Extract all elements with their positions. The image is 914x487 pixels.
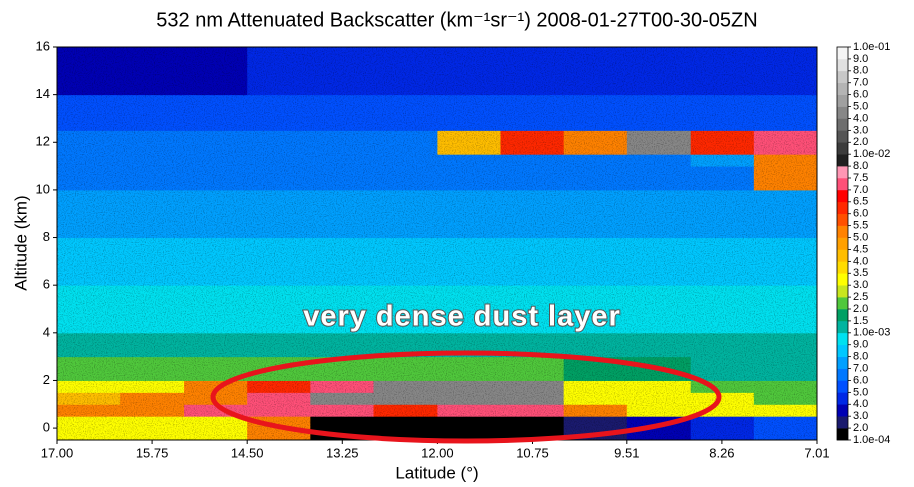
colorbar-tick-label: 3.5 (853, 267, 868, 279)
colorbar-tick-label: 9.0 (853, 339, 868, 351)
colorbar-segment (837, 297, 848, 310)
colorbar-segment (837, 58, 848, 72)
colorbar-segment (837, 130, 848, 143)
colorbar-tick-label: 1.5 (853, 315, 868, 327)
colorbar-segment (837, 189, 848, 203)
colorbar-segment (837, 249, 848, 262)
colorbar-tick-label: 4.0 (853, 255, 868, 267)
colorbar-segment (837, 118, 848, 131)
colorbar-segment (837, 416, 848, 429)
colorbar-segment (837, 404, 848, 417)
x-tick-label: 8.26 (709, 445, 734, 460)
colorbar-segment (837, 142, 848, 155)
colorbar-segment (837, 356, 848, 369)
colorbar-segment (837, 261, 848, 274)
colorbar-tick-label: 6.5 (853, 196, 868, 208)
colorbar-segment (837, 237, 848, 250)
colorbar-tick-label: 8.0 (853, 65, 868, 77)
x-tick-label: 12.00 (421, 445, 454, 460)
colorbar-tick-label: 1.0e-01 (853, 41, 890, 53)
colorbar-segment (837, 428, 848, 441)
colorbar-segment (837, 320, 848, 334)
colorbar-tick-label: 4.5 (853, 243, 868, 255)
colorbar-segment (837, 273, 848, 286)
colorbar-segment (837, 201, 848, 215)
x-tick-label: 15.75 (136, 445, 169, 460)
chart-title: 532 nm Attenuated Backscatter (km⁻¹sr⁻¹)… (156, 9, 757, 31)
colorbar-tick-label: 2.5 (853, 291, 868, 303)
colorbar-segment (837, 154, 848, 167)
x-tick-label: 10.75 (516, 445, 549, 460)
colorbar-segment (837, 309, 848, 322)
y-tick-label: 8 (43, 229, 50, 244)
colorbar-tick-label: 1.0e-03 (853, 327, 890, 339)
colorbar-tick-label: 7.0 (853, 77, 868, 89)
colorbar-tick-label: 4.0 (853, 112, 868, 124)
colorbar-tick-label: 9.0 (853, 53, 868, 65)
annotation: very dense dust layer (303, 301, 621, 333)
x-axis-label: Latitude (°) (395, 463, 478, 482)
colorbar-tick-label: 3.0 (853, 124, 868, 136)
colorbar-segment (837, 178, 848, 191)
y-tick-label: 4 (43, 324, 50, 339)
colorbar-tick-label: 7.0 (853, 362, 868, 374)
colorbar-tick-label: 6.0 (853, 208, 868, 220)
colorbar-tick-label: 2.0 (853, 136, 868, 148)
colorbar-segment (837, 213, 848, 226)
y-tick-label: 14 (36, 86, 50, 101)
colorbar-tick-label: 6.0 (853, 374, 868, 386)
colorbar-segment (837, 285, 848, 298)
colorbar-tick-label: 7.5 (853, 172, 868, 184)
colorbar-tick-label: 3.0 (853, 410, 868, 422)
y-tick-label: 2 (43, 372, 50, 387)
colorbar-tick-label: 5.5 (853, 220, 868, 232)
highlight-ellipse (210, 350, 722, 444)
colorbar-tick-label: 4.0 (853, 398, 868, 410)
colorbar-tick-label: 2.0 (853, 422, 868, 434)
colorbar-segment (837, 344, 848, 357)
colorbar-segment (837, 368, 848, 381)
colorbar-tick-label: 5.0 (853, 231, 868, 243)
y-tick-label: 10 (36, 181, 50, 196)
x-tick-label: 9.51 (614, 445, 639, 460)
colorbar-tick-label: 5.0 (853, 100, 868, 112)
colorbar-tick-label: 5.0 (853, 386, 868, 398)
colorbar-tick-label: 7.0 (853, 184, 868, 196)
colorbar-segment (837, 380, 848, 393)
colorbar-tick-label: 6.0 (853, 89, 868, 101)
colorbar-tick-label: 8.0 (853, 351, 868, 363)
colorbar-segment (837, 47, 848, 60)
colorbar-segment (837, 166, 848, 179)
colorbar-segment (837, 225, 848, 238)
y-tick-label: 0 (43, 420, 50, 435)
y-axis-label: Altitude (km) (11, 195, 30, 290)
y-tick-label: 12 (36, 134, 50, 149)
colorbar-segment (837, 392, 848, 405)
colorbar-tick-label: 1.0e-04 (853, 434, 890, 446)
colorbar-tick-label: 8.0 (853, 160, 868, 172)
colorbar-segment (837, 94, 848, 107)
colorbar-segment (837, 332, 848, 346)
x-tick-label: 13.25 (326, 445, 359, 460)
colorbar-segment (837, 82, 848, 95)
colorbar-tick-label: 2.0 (853, 303, 868, 315)
y-tick-label: 6 (43, 277, 50, 292)
colorbar-segment (837, 106, 848, 119)
colorbar-tick-label: 3.0 (853, 279, 868, 291)
x-tick-label: 17.00 (41, 445, 74, 460)
x-tick-label: 14.50 (231, 445, 264, 460)
colorbar-frame (836, 46, 849, 441)
y-tick-label: 16 (36, 38, 50, 53)
x-tick-label: 7.01 (804, 445, 829, 460)
colorbar-tick-label: 1.0e-02 (853, 148, 890, 160)
colorbar-segment (837, 70, 848, 84)
